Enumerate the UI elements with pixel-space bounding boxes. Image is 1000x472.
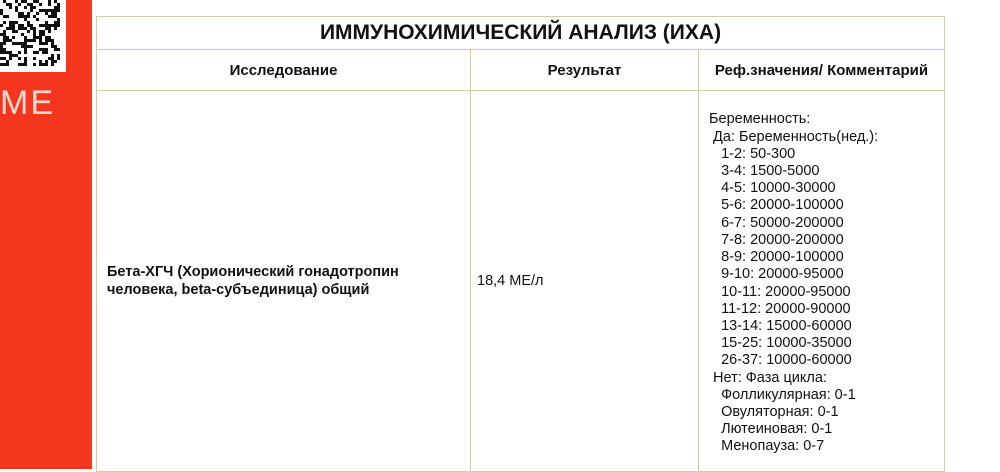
reference-line: 11-12: 20000-90000 xyxy=(709,300,851,317)
reference-line: 3-4: 1500-5000 xyxy=(709,163,820,180)
brand-sidebar: ME xyxy=(0,0,92,469)
brand-text: ME xyxy=(0,84,55,122)
header-reference: Реф.значения/ Комментарий xyxy=(698,49,945,91)
reference-line: 10-11: 20000-95000 xyxy=(709,283,851,300)
reference-line: 26-37: 10000-60000 xyxy=(709,352,852,369)
reference-values: Беременность: Да: Беременность(нед.): 1-… xyxy=(698,90,945,472)
reference-line: Фолликулярная: 0-1 xyxy=(709,386,856,403)
test-result: 18,4 МЕ/л xyxy=(470,90,699,472)
section-title: ИММУНОХИМИЧЕСКИЙ АНАЛИЗ (ИХА) xyxy=(96,16,945,50)
reference-line: 8-9: 20000-100000 xyxy=(709,249,844,266)
reference-line: 6-7: 50000-200000 xyxy=(709,214,844,231)
reference-line: Да: Беременность(нед.): xyxy=(709,128,879,145)
reference-line: Лютеиновая: 0-1 xyxy=(709,421,833,438)
reference-line: Нет: Фаза цикла: xyxy=(709,369,827,386)
reference-line: Менопауза: 0-7 xyxy=(709,438,825,455)
reference-line: 9-10: 20000-95000 xyxy=(709,266,844,283)
reference-line: 7-8: 20000-200000 xyxy=(709,231,844,248)
reference-line: Беременность: xyxy=(709,111,811,128)
reference-line: 15-25: 10000-35000 xyxy=(709,335,852,352)
reference-line: Овуляторная: 0-1 xyxy=(709,403,839,420)
qr-code-icon xyxy=(0,0,66,72)
table-row: Бета-ХГЧ (Хорионический гонадотропин чел… xyxy=(96,90,945,472)
reference-line: 4-5: 10000-30000 xyxy=(709,180,836,197)
reference-line: 5-6: 20000-100000 xyxy=(709,197,844,214)
reference-line: 13-14: 15000-60000 xyxy=(709,317,852,334)
test-name: Бета-ХГЧ (Хорионический гонадотропин чел… xyxy=(96,90,471,472)
header-result: Результат xyxy=(470,49,699,91)
reference-line: 1-2: 50-300 xyxy=(709,145,796,162)
header-test: Исследование xyxy=(96,49,471,91)
results-table: ИММУНОХИМИЧЕСКИЙ АНАЛИЗ (ИХА) Исследован… xyxy=(96,16,945,472)
